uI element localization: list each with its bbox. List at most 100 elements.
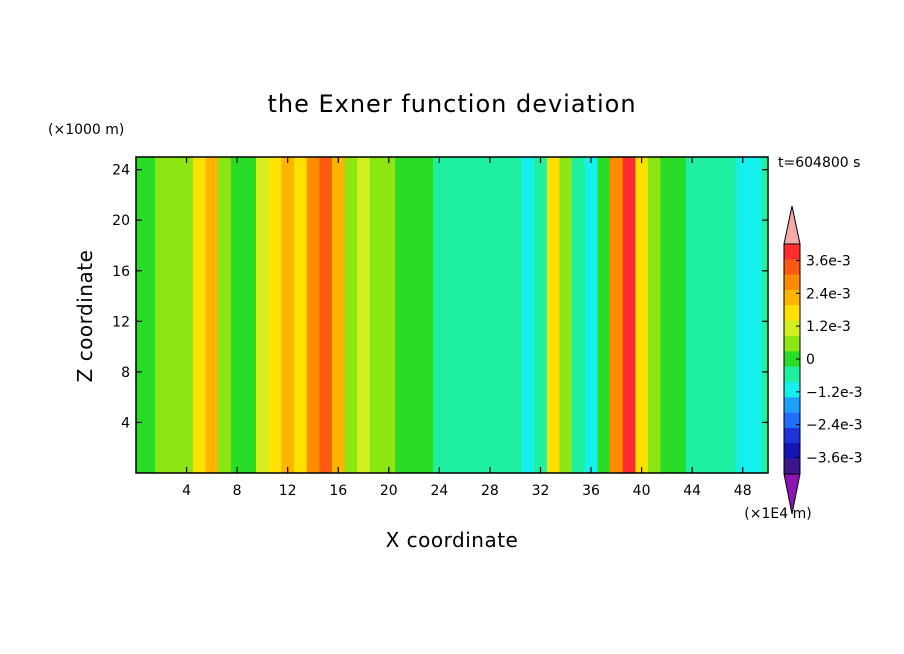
heatmap-column: [167, 157, 181, 473]
x-tick-label: 20: [380, 483, 398, 499]
y-axis-label: Z coordinate: [73, 250, 97, 383]
colorbar-label: −1.2e-3: [806, 385, 863, 401]
y-tick-label: 24: [112, 163, 130, 179]
y-tick-label: 16: [112, 264, 130, 280]
colorbar-segment: [784, 305, 800, 321]
y-unit-label: (×1000 m): [48, 122, 124, 138]
plot-frame: [135, 156, 769, 474]
heatmap-column: [559, 157, 573, 473]
heatmap-column: [584, 157, 598, 473]
colorbar-label: 3.6e-3: [806, 253, 851, 269]
x-tick-label: 44: [683, 483, 701, 499]
y-axis: 4 8 12 16 20 24: [112, 163, 768, 431]
heatmap-column: [319, 157, 333, 473]
colorbar-segment: [784, 320, 800, 337]
heatmap-column: [660, 157, 674, 473]
heatmap-column: [142, 157, 156, 473]
heatmap-column: [597, 157, 611, 473]
heatmap-column: [458, 157, 472, 473]
heatmap-column: [685, 157, 700, 473]
heatmap-column: [281, 157, 295, 473]
heatmap-column: [635, 157, 649, 473]
colorbar-segment: [784, 351, 800, 367]
heatmap-column: [180, 157, 194, 473]
heatmap-column: [420, 157, 434, 473]
y-tick-label: 20: [112, 213, 130, 229]
heatmap-column: [369, 157, 384, 473]
x-tick-label: 8: [233, 483, 242, 499]
heatmap-column: [622, 157, 636, 473]
x-tick-label: 24: [430, 483, 448, 499]
y-tick-label: 4: [121, 415, 130, 431]
x-tick-label: 12: [279, 483, 297, 499]
heatmap-column: [136, 157, 143, 473]
colorbar-segment: [784, 290, 800, 306]
x-tick-label: 28: [481, 483, 499, 499]
heatmap-column: [723, 157, 737, 473]
heatmap-column: [433, 157, 447, 473]
colorbar-label: 1.2e-3: [806, 319, 851, 335]
heatmap-column: [647, 157, 662, 473]
colorbar-segment: [784, 412, 800, 429]
colorbar-segment: [784, 458, 800, 475]
heatmap-column: [243, 157, 257, 473]
heatmap-column: [711, 157, 725, 473]
colorbar-segment: [784, 397, 800, 413]
heatmap-column: [205, 157, 219, 473]
colorbar-segment: [784, 443, 800, 459]
heatmap-column: [698, 157, 712, 473]
colorbar-segment: [784, 274, 800, 291]
heatmap-column: [521, 157, 535, 473]
colorbar-segment: [784, 366, 800, 383]
colorbar-segment: [784, 259, 800, 275]
heatmap-column: [395, 157, 409, 473]
heatmap-column: [496, 157, 510, 473]
heatmap-column: [673, 157, 687, 473]
colorbar-segment: [784, 244, 800, 260]
colorbar-segment: [784, 336, 800, 352]
colorbar-label: 0: [806, 352, 815, 368]
colorbar-label: 2.4e-3: [806, 286, 851, 302]
heatmap-column: [306, 157, 320, 473]
x-axis: 4 8 12 16 20 24 28 32 36 40 44 48: [182, 157, 752, 499]
chart-title: the Exner function deviation: [267, 90, 636, 118]
y-tick-label: 12: [112, 314, 130, 330]
heatmap-column: [218, 157, 232, 473]
heatmap-column: [572, 157, 586, 473]
heatmap-column: [407, 157, 421, 473]
heatmap-column: [534, 157, 548, 473]
heatmap-column: [445, 157, 459, 473]
x-tick-label: 36: [582, 483, 600, 499]
x-tick-label: 4: [182, 483, 191, 499]
heatmap-column: [546, 157, 561, 473]
colorbar-segment: [784, 382, 800, 398]
heatmap-column: [483, 157, 497, 473]
heatmap-column: [294, 157, 308, 473]
heatmap-column: [382, 157, 396, 473]
heatmap-column: [230, 157, 245, 473]
colorbar-label: −3.6e-3: [806, 451, 863, 467]
time-label: t=604800 s: [778, 155, 860, 171]
heatmap-field: [136, 157, 768, 473]
x-unit-label: (×1E4 m): [744, 506, 811, 522]
x-tick-label: 40: [633, 483, 651, 499]
heatmap-column: [331, 157, 346, 473]
heatmap-column: [749, 157, 763, 473]
x-axis-label: X coordinate: [386, 528, 519, 552]
heatmap-column: [736, 157, 750, 473]
heatmap-column: [610, 157, 624, 473]
colorbar-label: −2.4e-3: [806, 418, 863, 434]
x-tick-label: 32: [532, 483, 550, 499]
heatmap-column: [470, 157, 485, 473]
heatmap-column: [268, 157, 282, 473]
heatmap-column: [508, 157, 523, 473]
heatmap-column: [256, 157, 270, 473]
heatmap-column: [154, 157, 169, 473]
heatmap-column: [761, 157, 768, 473]
heatmap-column: [344, 157, 358, 473]
colorbar-segment: [784, 428, 800, 444]
y-tick-label: 8: [121, 365, 130, 381]
heatmap-column: [192, 157, 207, 473]
colorbar-over-triangle: [783, 205, 801, 245]
